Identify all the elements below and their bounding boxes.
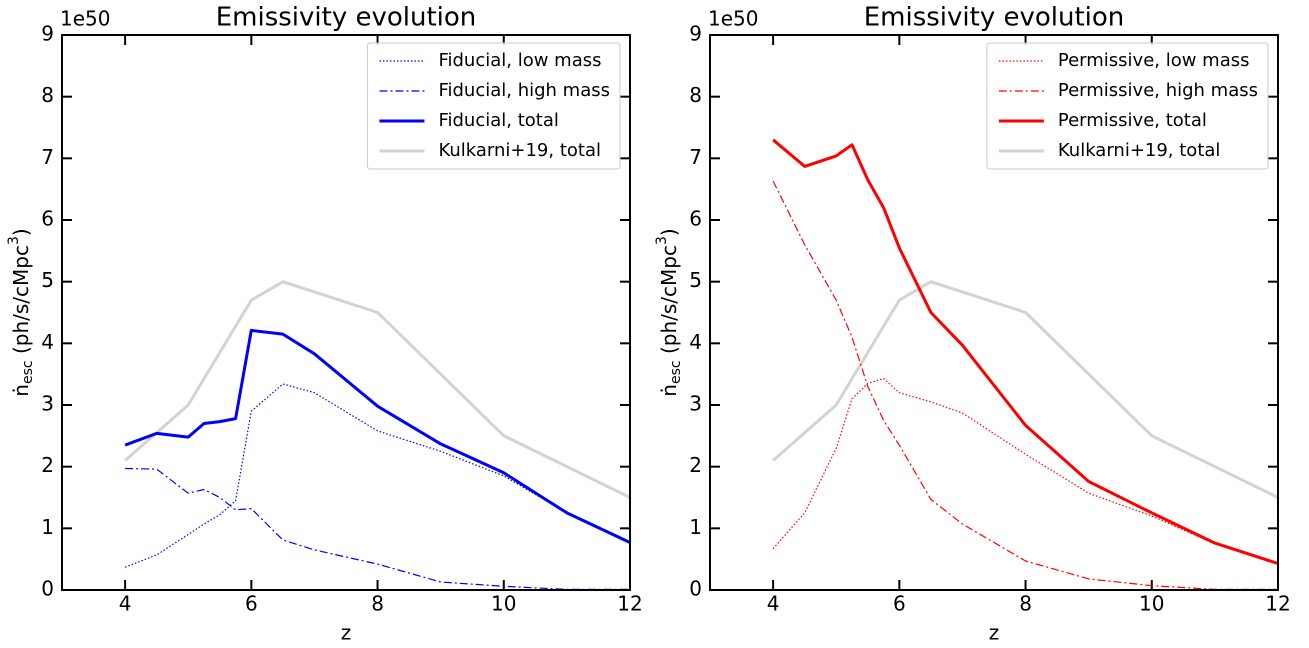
y-axis-label-part: ṅ <box>657 384 681 397</box>
y-tick-label: 4 <box>41 330 54 354</box>
y-tick-label: 0 <box>41 577 54 601</box>
axis-offset-label: 1e50 <box>60 7 110 31</box>
y-tick-label: 7 <box>689 145 702 169</box>
legend-label: Fiducial, total <box>438 110 558 131</box>
x-axis-label: z <box>989 621 1000 645</box>
legend: Fiducial, low mass Fiducial, high mass Fid… <box>366 42 621 170</box>
data-line <box>124 328 631 544</box>
y-axis-label: ṅesc (ph/s/cMpc3) <box>6 228 36 396</box>
y-axis-label-part: esc <box>20 360 36 384</box>
y-axis-label-part: 3 <box>6 236 22 245</box>
axis-offset-label: 1e50 <box>708 7 758 31</box>
legend-box <box>986 42 1269 170</box>
data-line <box>125 467 630 590</box>
x-tick-label: 6 <box>245 592 258 616</box>
data-line <box>124 280 631 499</box>
chart-title: Emissivity evolution <box>864 3 1125 33</box>
y-axis-label-part: ṅ <box>9 384 33 397</box>
y-axis-label-part: esc <box>668 360 684 384</box>
x-tick-label: 8 <box>371 592 384 616</box>
plot-frame <box>709 34 1279 591</box>
y-tick-label: 1 <box>41 515 54 539</box>
data-line <box>772 138 1279 565</box>
x-tick-label: 4 <box>119 592 132 616</box>
y-tick-label: 3 <box>689 392 702 416</box>
x-tick-label: 6 <box>893 592 906 616</box>
x-tick-label: 10 <box>491 592 516 616</box>
y-axis-label-part: (ph/s/cMpc <box>657 245 681 360</box>
y-axis-label: ṅesc (ph/s/cMpc3) <box>654 228 684 396</box>
legend-label: Fiducial, high mass <box>438 80 610 101</box>
y-tick-label: 6 <box>41 207 54 231</box>
plot-frame <box>61 34 631 591</box>
x-tick-label: 10 <box>1139 592 1164 616</box>
y-tick-label: 9 <box>41 22 54 46</box>
data-line <box>124 383 631 568</box>
data-line <box>772 180 1278 590</box>
legend-label: Fiducial, low mass <box>438 50 601 71</box>
x-tick-label: 12 <box>617 592 642 616</box>
legend-label: Kulkarni+19, total <box>1058 140 1221 161</box>
chart-title: Emissivity evolution <box>216 3 477 33</box>
y-tick-label: 8 <box>689 83 702 107</box>
y-axis-label-part: ) <box>657 228 681 236</box>
x-tick-label: 12 <box>1265 592 1290 616</box>
legend: Permissive, low mass Permissive, high mas… <box>986 42 1269 170</box>
y-tick-label: 0 <box>689 577 702 601</box>
x-axis-label: z <box>341 621 352 645</box>
y-tick-label: 3 <box>41 392 54 416</box>
y-axis-label-part: (ph/s/cMpc <box>9 245 33 360</box>
y-axis-label-part: ) <box>9 228 33 236</box>
y-tick-label: 5 <box>41 268 54 292</box>
y-tick-label: 2 <box>41 453 54 477</box>
legend-label: Permissive, low mass <box>1058 50 1250 71</box>
legend-label: Permissive, total <box>1058 110 1207 131</box>
y-tick-label: 7 <box>41 145 54 169</box>
y-tick-label: 9 <box>689 22 702 46</box>
data-line <box>772 280 1279 499</box>
x-tick-label: 4 <box>767 592 780 616</box>
y-tick-label: 8 <box>41 83 54 107</box>
y-tick-label: 5 <box>689 268 702 292</box>
y-tick-label: 1 <box>689 515 702 539</box>
y-tick-label: 6 <box>689 207 702 231</box>
legend-label: Kulkarni+19, total <box>438 140 601 161</box>
legend-label: Permissive, high mass <box>1058 80 1258 101</box>
y-tick-label: 2 <box>689 453 702 477</box>
y-axis-label-part: 3 <box>654 236 670 245</box>
legend-box <box>366 42 621 170</box>
y-tick-label: 4 <box>689 330 702 354</box>
x-tick-label: 8 <box>1019 592 1032 616</box>
